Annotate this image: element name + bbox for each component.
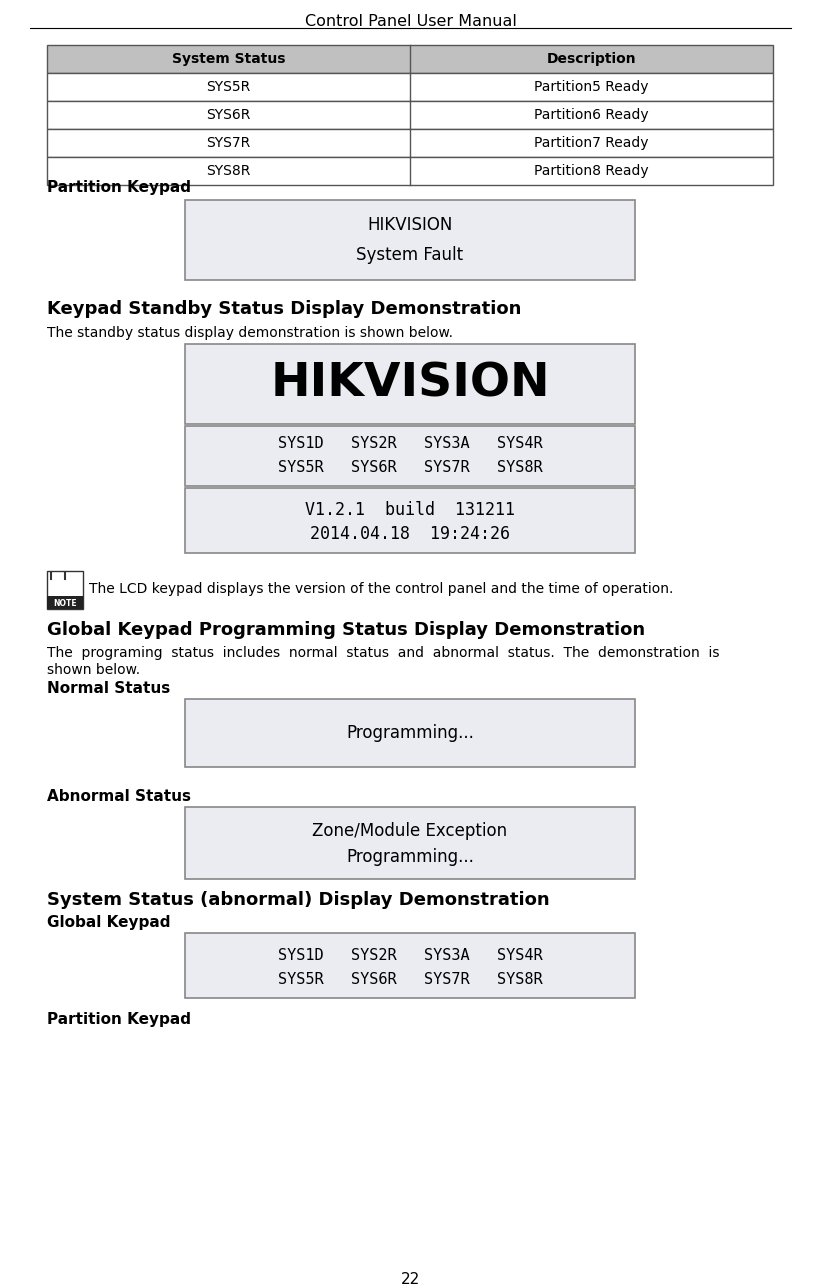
Text: 2014.04.18  19:24:26: 2014.04.18 19:24:26 — [310, 525, 510, 543]
Bar — [47, 45, 773, 73]
Text: SYS7R: SYS7R — [206, 136, 250, 150]
Text: The standby status display demonstration is shown below.: The standby status display demonstration… — [47, 325, 453, 340]
Text: The  programing  status  includes  normal  status  and  abnormal  status.  The  : The programing status includes normal st… — [47, 646, 719, 660]
Text: SYS6R: SYS6R — [206, 108, 250, 122]
Text: System Status (abnormal) Display Demonstration: System Status (abnormal) Display Demonst… — [47, 891, 549, 909]
Text: Global Keypad: Global Keypad — [47, 916, 171, 930]
Bar — [47, 102, 773, 129]
Text: NOTE: NOTE — [53, 598, 77, 607]
Text: V1.2.1  build  131211: V1.2.1 build 131211 — [305, 502, 515, 520]
Text: Partition6 Ready: Partition6 Ready — [534, 108, 649, 122]
Text: Control Panel User Manual: Control Panel User Manual — [305, 14, 516, 30]
Bar — [185, 343, 635, 424]
Text: Partition5 Ready: Partition5 Ready — [534, 80, 649, 94]
Bar — [185, 426, 635, 486]
Text: Partition7 Ready: Partition7 Ready — [534, 136, 649, 150]
Bar — [47, 73, 773, 102]
Text: Description: Description — [547, 51, 636, 66]
Text: shown below.: shown below. — [47, 664, 140, 676]
Text: 22: 22 — [401, 1272, 420, 1286]
Text: Partition8 Ready: Partition8 Ready — [534, 165, 649, 177]
Bar — [185, 700, 635, 766]
Text: Normal Status: Normal Status — [47, 682, 170, 696]
Text: Partition Keypad: Partition Keypad — [47, 1012, 191, 1028]
Bar — [47, 595, 83, 610]
Text: System Fault: System Fault — [356, 246, 464, 264]
Text: Abnormal Status: Abnormal Status — [47, 790, 191, 804]
Text: Zone/Module Exception: Zone/Module Exception — [313, 822, 507, 840]
Bar — [185, 201, 635, 280]
Bar — [47, 571, 83, 610]
Text: SYS5R: SYS5R — [206, 80, 250, 94]
Bar — [185, 934, 635, 998]
Text: HIKVISION: HIKVISION — [367, 216, 452, 234]
Text: SYS1D   SYS2R   SYS3A   SYS4R: SYS1D SYS2R SYS3A SYS4R — [277, 436, 543, 451]
Text: SYS8R: SYS8R — [206, 165, 250, 177]
Text: System Status: System Status — [172, 51, 285, 66]
Text: SYS5R   SYS6R   SYS7R   SYS8R: SYS5R SYS6R SYS7R SYS8R — [277, 460, 543, 476]
Text: The LCD keypad displays the version of the control panel and the time of operati: The LCD keypad displays the version of t… — [89, 583, 673, 595]
Text: Programming...: Programming... — [346, 724, 474, 742]
Text: Keypad Standby Status Display Demonstration: Keypad Standby Status Display Demonstrat… — [47, 300, 521, 318]
Bar — [185, 808, 635, 880]
Text: HIKVISION: HIKVISION — [270, 361, 550, 406]
Bar — [47, 157, 773, 185]
Text: Global Keypad Programming Status Display Demonstration: Global Keypad Programming Status Display… — [47, 621, 645, 639]
Text: SYS5R   SYS6R   SYS7R   SYS8R: SYS5R SYS6R SYS7R SYS8R — [277, 971, 543, 986]
Bar — [185, 487, 635, 553]
Bar — [47, 129, 773, 157]
Text: Partition Keypad: Partition Keypad — [47, 180, 191, 195]
Text: SYS1D   SYS2R   SYS3A   SYS4R: SYS1D SYS2R SYS3A SYS4R — [277, 948, 543, 962]
Text: Programming...: Programming... — [346, 847, 474, 865]
